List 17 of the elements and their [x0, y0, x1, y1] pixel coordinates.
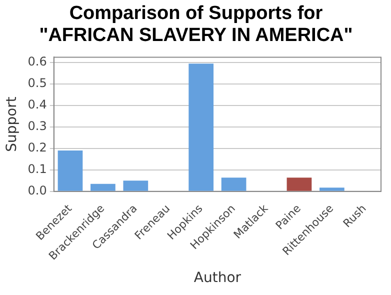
y-tick-label: 0.2 [28, 140, 47, 155]
y-tick-label: 0.5 [28, 76, 47, 90]
bar [221, 178, 246, 191]
y-tick-label: 0.3 [28, 119, 47, 134]
bar [123, 180, 148, 191]
y-tick-label: 0.6 [28, 54, 47, 69]
chart-title: Comparison of Supports for "AFRICAN SLAVERY IN AMERICA" [38, 3, 354, 47]
y-tick-label: 0.0 [28, 183, 47, 198]
bar [320, 188, 344, 191]
y-tick-label: 0.1 [28, 162, 47, 176]
y-axis-title: Support [4, 96, 20, 152]
bar [90, 184, 116, 191]
x-axis-title: Author [194, 270, 242, 286]
bar [58, 150, 83, 191]
y-tick-label: 0.4 [28, 98, 47, 112]
bar [188, 64, 214, 191]
bar [286, 178, 312, 191]
